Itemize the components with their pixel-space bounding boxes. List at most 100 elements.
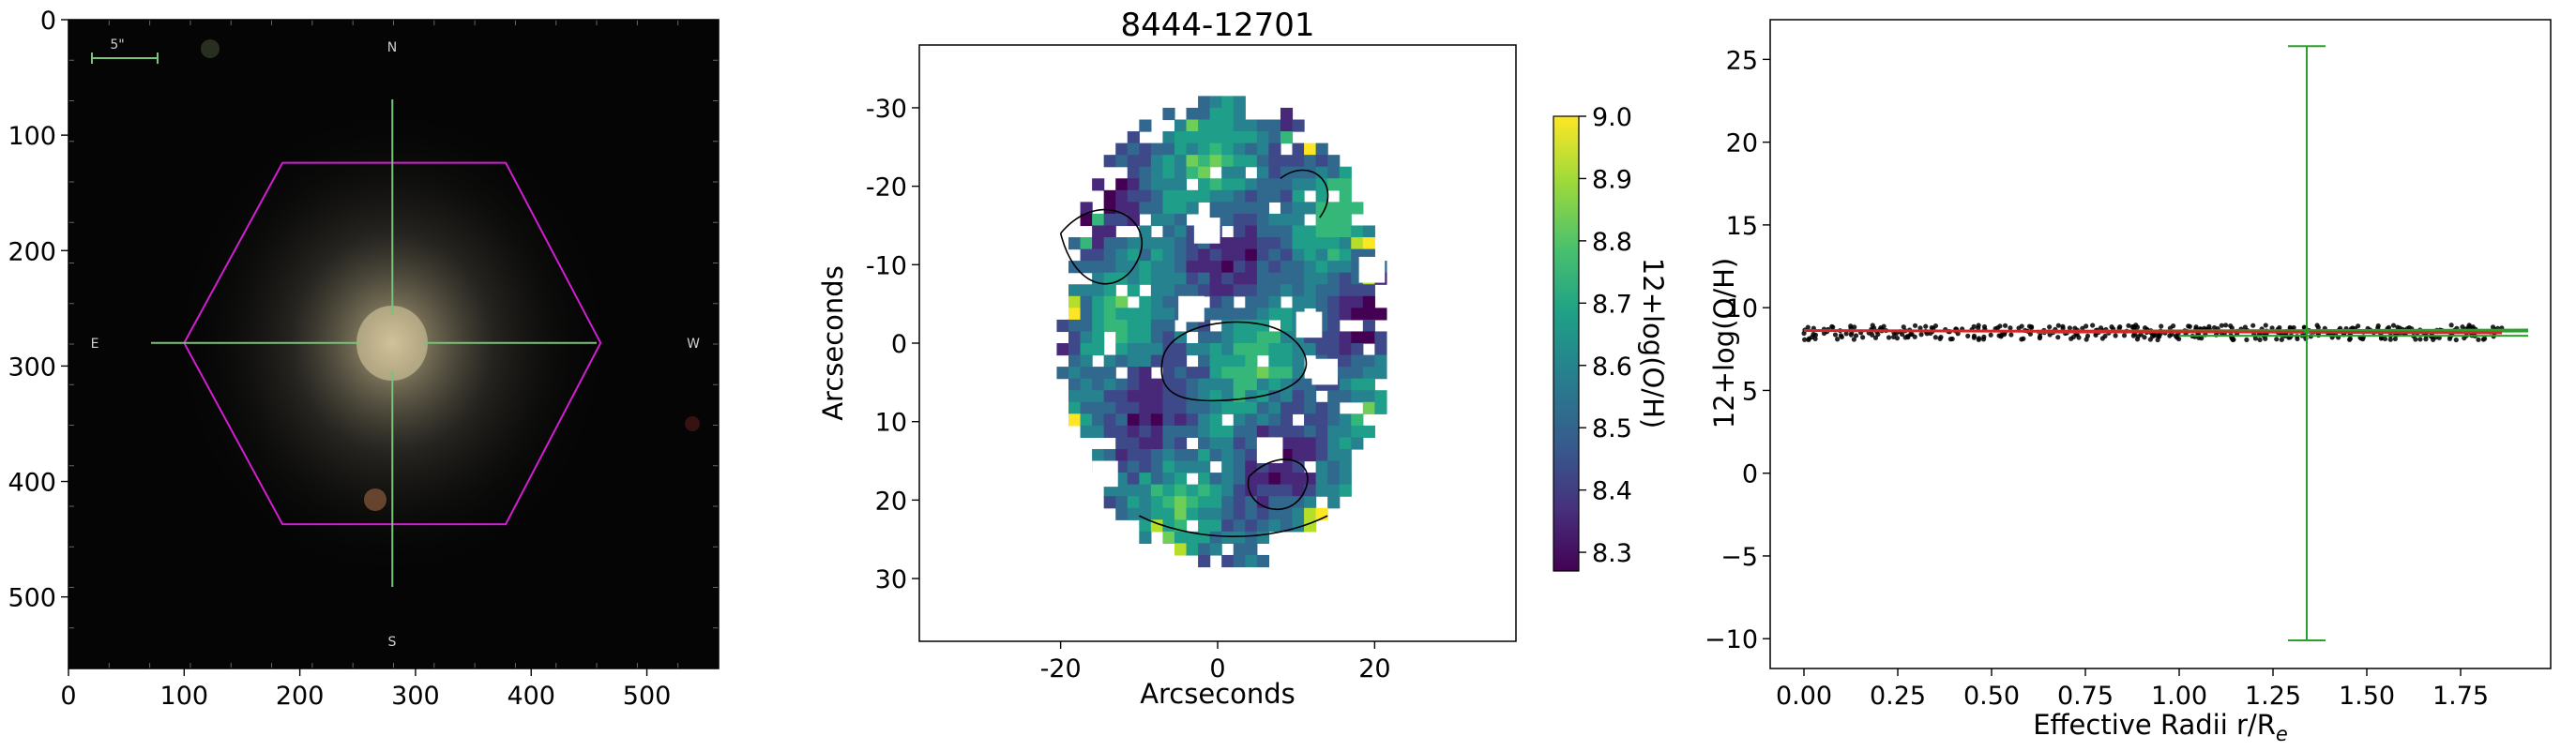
map-pixel <box>1327 343 1341 356</box>
map-pixel <box>1162 225 1175 238</box>
map-pixel <box>1162 437 1175 450</box>
map-pixel <box>1103 484 1116 497</box>
map-pixel <box>1127 248 1140 262</box>
map-pixel <box>1174 519 1188 533</box>
scatter-point <box>2460 324 2465 330</box>
map-pixel <box>1080 367 1093 380</box>
y-tick-label: 400 <box>8 469 56 498</box>
map-pixel <box>1268 308 1281 321</box>
x-tick-label: 100 <box>160 682 209 711</box>
map-pixel <box>1268 519 1281 533</box>
map-pixel <box>1115 425 1129 439</box>
map-pixel <box>1092 284 1105 297</box>
map-pixel <box>1115 496 1129 509</box>
scatter-point <box>1812 336 1818 342</box>
map-pixel <box>1174 143 1188 156</box>
map-pixel <box>1245 131 1258 144</box>
map-pixel <box>1127 473 1140 486</box>
map-pixel <box>1127 343 1140 356</box>
map-pixel <box>1115 413 1129 427</box>
map-pixel <box>1139 119 1152 132</box>
y-tick-label: 500 <box>8 584 56 613</box>
map-pixel <box>1174 437 1188 450</box>
scatter-point <box>2279 337 2284 342</box>
map-pixel <box>1092 343 1105 356</box>
map-pixel <box>1292 213 1305 227</box>
map-pixel <box>1139 261 1152 274</box>
map-pixel <box>1256 531 1269 544</box>
map-pixel <box>1221 248 1235 262</box>
scatter-point <box>2470 324 2476 330</box>
map-pixel <box>1362 284 1375 297</box>
map-pixel <box>1198 155 1211 168</box>
map-pixel <box>1162 343 1175 356</box>
map-pixel <box>1268 367 1281 380</box>
map-pixel <box>1315 473 1328 486</box>
scatter-point <box>1835 337 1841 342</box>
map-pixel <box>1256 189 1269 203</box>
map-pixel <box>1233 119 1246 132</box>
map-pixel <box>1327 473 1341 486</box>
map-pixel <box>1127 496 1140 509</box>
map-pixel <box>1256 308 1269 321</box>
map-pixel <box>1351 413 1364 427</box>
map-pixel <box>1221 554 1235 568</box>
map-pixel <box>1221 343 1235 356</box>
scatter-point <box>2263 336 2268 341</box>
map-pixel <box>1339 378 1352 391</box>
map-pixel <box>1209 473 1222 486</box>
map-pixel <box>1150 202 1164 215</box>
scatter-point <box>2055 323 2061 328</box>
map-pixel <box>1198 248 1211 262</box>
map-pixel <box>1198 543 1211 556</box>
map-pixel <box>1304 261 1317 274</box>
scatter-point <box>1805 324 1811 330</box>
map-pixel <box>1209 272 1222 285</box>
map-pixel <box>1139 202 1152 215</box>
colorbar-tick-label: 8.3 <box>1592 539 1632 568</box>
map-pixel <box>1362 237 1375 250</box>
map-pixel <box>1374 390 1387 403</box>
map-pixel <box>1174 543 1188 556</box>
map-pixel <box>1221 202 1235 215</box>
scatter-point <box>1830 324 1836 330</box>
map-pixel <box>1209 143 1222 156</box>
scatter-point <box>2219 323 2224 328</box>
map-pixel <box>1080 378 1093 391</box>
map-pixel <box>1374 367 1387 380</box>
scatter-point <box>2060 325 2066 331</box>
map-pixel <box>1080 248 1093 262</box>
map-pixel <box>1233 378 1246 391</box>
map-pixel <box>1221 107 1235 121</box>
map-pixel <box>1268 237 1281 250</box>
x-tick-label: 1.00 <box>2151 682 2207 711</box>
map-pixel <box>1256 272 1269 285</box>
map-pixel <box>1174 460 1188 473</box>
map-pixel <box>1139 484 1152 497</box>
map-pixel <box>1221 295 1235 308</box>
map-pixel <box>1198 390 1211 403</box>
map-pixel <box>1280 343 1294 356</box>
map-pixel <box>1327 178 1341 191</box>
map-pixel <box>1209 107 1222 121</box>
map-pixel <box>1245 543 1258 556</box>
map-pixel <box>1280 107 1294 121</box>
map-pixel <box>1362 308 1375 321</box>
x-tick-label: 1.25 <box>2245 682 2301 711</box>
map-pixel <box>1280 460 1294 473</box>
map-pixel <box>1268 143 1281 156</box>
map-pixel <box>1162 284 1175 297</box>
map-pixel <box>1245 248 1258 262</box>
map-pixel <box>1292 225 1305 238</box>
map-pixel <box>1327 460 1341 473</box>
map-pixel <box>1150 496 1164 509</box>
map-pixel <box>1162 131 1175 144</box>
map-pixel <box>1127 390 1140 403</box>
scatter-point <box>2423 337 2429 342</box>
map-pixel <box>1209 543 1222 556</box>
map-pixel <box>1139 531 1152 544</box>
map-pixel <box>1280 189 1294 203</box>
map-pixel <box>1092 448 1105 462</box>
map-pixel <box>1209 202 1222 215</box>
map-pixel <box>1092 261 1105 274</box>
